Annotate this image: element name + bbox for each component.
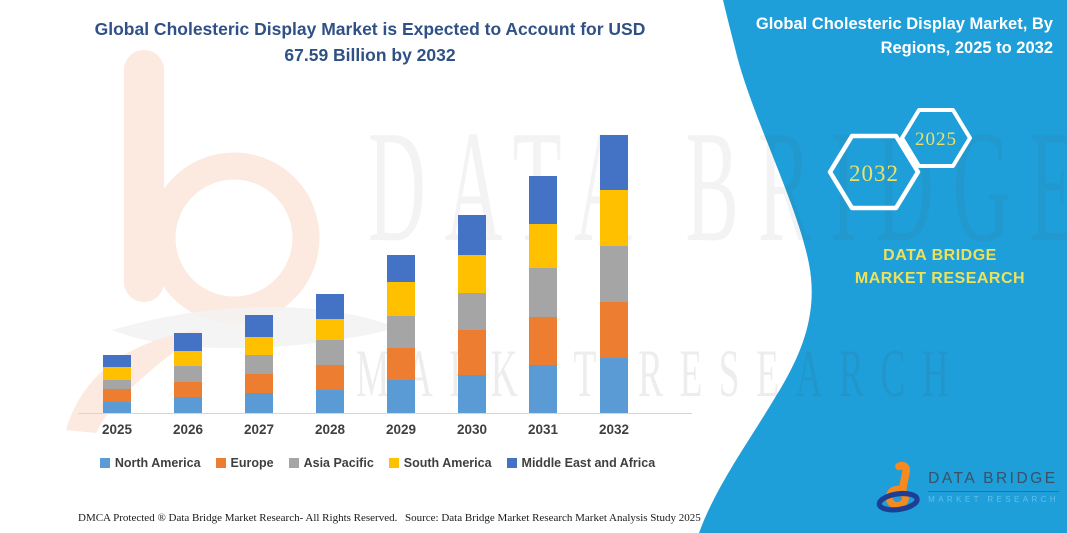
legend-label: South America [403, 456, 492, 470]
bar-segment-asia-pacific [316, 340, 344, 365]
bar-2029 [387, 255, 415, 413]
bar-segment-south-america [387, 282, 415, 316]
source-note: Source: Data Bridge Market Research Mark… [405, 512, 701, 524]
banner-brand-caption: DATA BRIDGE MARKET RESEARCH [854, 247, 1026, 288]
bar-segment-middle-east-and-africa [458, 215, 486, 255]
x-axis-label-2025: 2025 [101, 422, 133, 437]
logo-brand-text: DATA BRIDGE [928, 470, 1059, 492]
bar-segment-north-america [387, 380, 415, 413]
bar-segment-asia-pacific [103, 380, 131, 389]
legend-label: North America [114, 456, 201, 470]
bar-2026 [174, 333, 202, 413]
bar-segment-europe [245, 374, 273, 393]
bar-segment-north-america [174, 397, 202, 413]
logo-tagline-text: MARKET RESEARCH [928, 495, 1059, 504]
teal-banner-shape [699, 0, 1067, 533]
hexagon-2025: 2025 [900, 108, 972, 168]
bar-segment-middle-east-and-africa [245, 315, 273, 337]
legend-item-europe: Europe [215, 456, 274, 470]
bar-2032 [600, 135, 628, 413]
bar-segment-asia-pacific [174, 366, 202, 382]
legend-item-asia-pacific: Asia Pacific [288, 456, 374, 470]
legend-label: Asia Pacific [303, 456, 374, 470]
x-axis-label-2032: 2032 [598, 422, 630, 437]
x-axis-label-2031: 2031 [527, 422, 559, 437]
x-axis-label-2026: 2026 [172, 422, 204, 437]
bar-2031 [529, 176, 557, 413]
bar-segment-europe [174, 382, 202, 397]
watermark-secondary: MARKET RESEARCH [356, 335, 965, 411]
bar-segment-europe [458, 330, 486, 375]
legend-swatch-icon [506, 458, 517, 468]
legend-label: Middle East and Africa [521, 456, 656, 470]
bar-segment-europe [600, 302, 628, 358]
bar-segment-asia-pacific [529, 268, 557, 317]
bar-segment-middle-east-and-africa [529, 176, 557, 224]
bar-segment-asia-pacific [387, 316, 415, 348]
x-axis-label-2027: 2027 [243, 422, 275, 437]
page-title: Global Cholesteric Display Market is Exp… [94, 19, 646, 66]
bar-2025 [103, 355, 131, 413]
bar-segment-middle-east-and-africa [600, 135, 628, 190]
bar-segment-north-america [529, 365, 557, 413]
bar-2028 [316, 294, 344, 413]
bar-segment-north-america [103, 402, 131, 413]
bar-2027 [245, 315, 273, 413]
bar-segment-south-america [600, 190, 628, 246]
legend-swatch-icon [215, 458, 226, 468]
bar-segment-south-america [316, 319, 344, 340]
bar-2030 [458, 215, 486, 413]
bar-segment-europe [387, 348, 415, 380]
company-logo: DATA BRIDGE MARKET RESEARCH [874, 456, 1059, 518]
legend-item-middle-east-and-africa: Middle East and Africa [506, 456, 656, 470]
x-axis-line [78, 413, 692, 414]
bar-segment-north-america [600, 358, 628, 413]
bar-segment-asia-pacific [245, 355, 273, 374]
legend-label: Europe [230, 456, 274, 470]
x-axis-label-2028: 2028 [314, 422, 346, 437]
bar-segment-europe [103, 389, 131, 402]
bar-segment-south-america [103, 367, 131, 380]
dmca-notice: DMCA Protected ® Data Bridge Market Rese… [78, 512, 398, 524]
legend-item-south-america: South America [388, 456, 492, 470]
logo-b-icon [876, 461, 920, 513]
bar-segment-north-america [458, 375, 486, 413]
x-axis-label-2029: 2029 [385, 422, 417, 437]
banner-title: Global Cholesteric Display Market, By Re… [755, 15, 1053, 57]
bar-segment-middle-east-and-africa [387, 255, 415, 282]
bar-segment-south-america [458, 255, 486, 293]
legend-swatch-icon [388, 458, 399, 468]
hexagon-2025-label: 2025 [915, 129, 957, 150]
bar-segment-asia-pacific [458, 293, 486, 330]
legend-swatch-icon [99, 458, 110, 468]
bar-segment-europe [529, 317, 557, 365]
hexagon-2032: 2032 [827, 133, 921, 211]
bar-segment-south-america [529, 224, 557, 268]
legend-item-north-america: North America [99, 456, 201, 470]
bar-segment-europe [316, 365, 344, 390]
chart-legend: North America Europe Asia Pacific South Ame… [70, 456, 685, 470]
hexagon-2032-label: 2032 [849, 161, 899, 186]
legend-swatch-icon [288, 458, 299, 468]
bar-segment-middle-east-and-africa [316, 294, 344, 319]
bar-segment-asia-pacific [600, 246, 628, 302]
x-axis-label-2030: 2030 [456, 422, 488, 437]
bar-segment-middle-east-and-africa [103, 355, 131, 367]
bar-segment-south-america [245, 337, 273, 355]
bar-segment-middle-east-and-africa [174, 333, 202, 351]
bar-segment-north-america [316, 390, 344, 413]
bar-segment-south-america [174, 351, 202, 366]
bar-segment-north-america [245, 393, 273, 413]
